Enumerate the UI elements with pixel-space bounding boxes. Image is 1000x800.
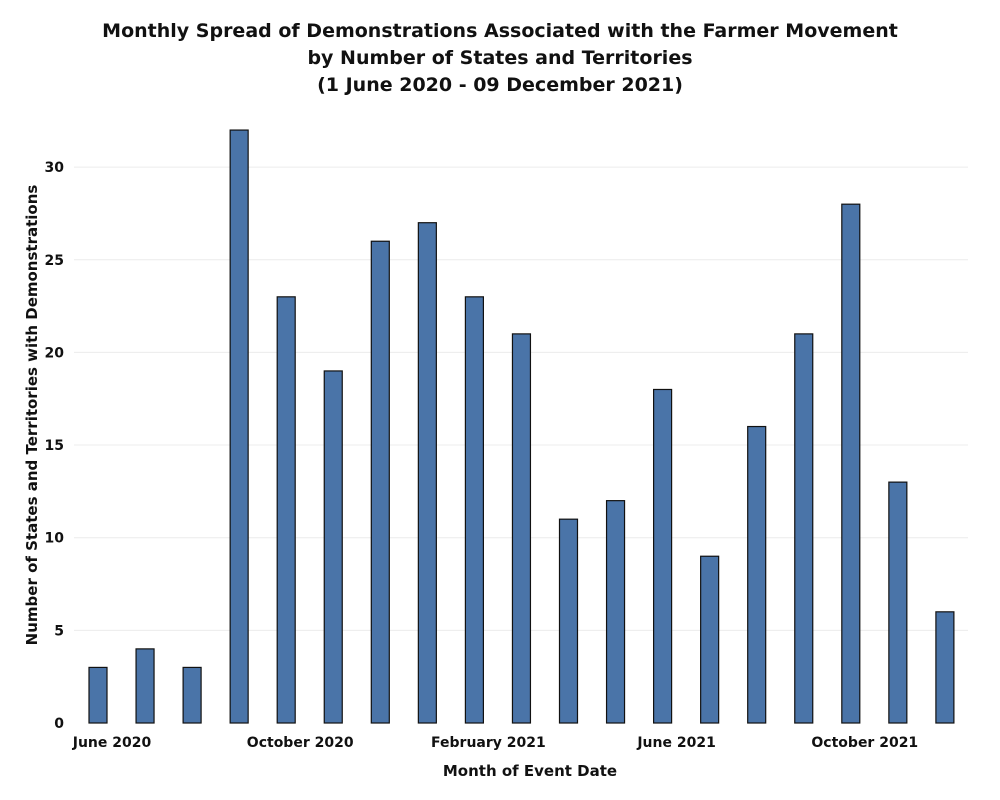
bar-2021-09 (794, 333, 814, 724)
chart-title-line-3: (1 June 2020 - 09 December 2021) (317, 74, 683, 96)
bar-2020-08 (182, 666, 202, 724)
y-tick-label: 25 (45, 253, 64, 269)
bar-2021-07 (700, 555, 720, 724)
bars (88, 129, 955, 724)
bar-2021-12 (935, 611, 955, 724)
x-axis-label: Month of Event Date (443, 762, 617, 780)
bar-2021-08 (747, 425, 767, 724)
bar-2020-07 (135, 648, 155, 724)
y-tick-label: 5 (54, 623, 64, 639)
chart-title-line-2: by Number of States and Territories (307, 47, 693, 69)
x-axis-ticks: June 2020 October 2020 February 2021 June 2… (72, 735, 918, 751)
bar-2021-03 (511, 333, 532, 724)
y-tick-label: 30 (45, 160, 65, 176)
y-tick-label: 0 (54, 716, 64, 732)
bar-2020-06 (88, 666, 108, 724)
bar-2021-10 (841, 203, 861, 724)
x-tick-label: June 2020 (72, 735, 152, 751)
bar-2021-02 (464, 296, 484, 724)
bar-2020-09 (229, 129, 249, 724)
y-axis-ticks: 0 5 10 15 20 25 30 (45, 160, 65, 732)
y-tick-label: 20 (45, 345, 65, 361)
x-tick-label: February 2021 (431, 735, 546, 751)
bar-2020-12 (370, 240, 390, 724)
bar-2020-11 (323, 370, 343, 724)
bar-2021-11 (888, 481, 908, 724)
bar-2021-01 (417, 222, 437, 724)
chart-title: Monthly Spread of Demonstrations Associa… (0, 18, 1000, 99)
bar-2021-05 (605, 500, 626, 724)
bar-2021-04 (558, 518, 579, 724)
y-tick-label: 10 (45, 531, 65, 547)
bar-2020-10 (276, 296, 296, 724)
bar-2021-06 (652, 388, 673, 724)
x-tick-label: October 2020 (247, 735, 354, 751)
chart-title-line-1: Monthly Spread of Demonstrations Associa… (102, 20, 898, 42)
x-tick-label: June 2021 (636, 735, 715, 751)
x-tick-label: October 2021 (811, 735, 918, 751)
y-tick-label: 15 (45, 438, 64, 454)
y-axis-label: Number of States and Territories with De… (23, 185, 41, 646)
